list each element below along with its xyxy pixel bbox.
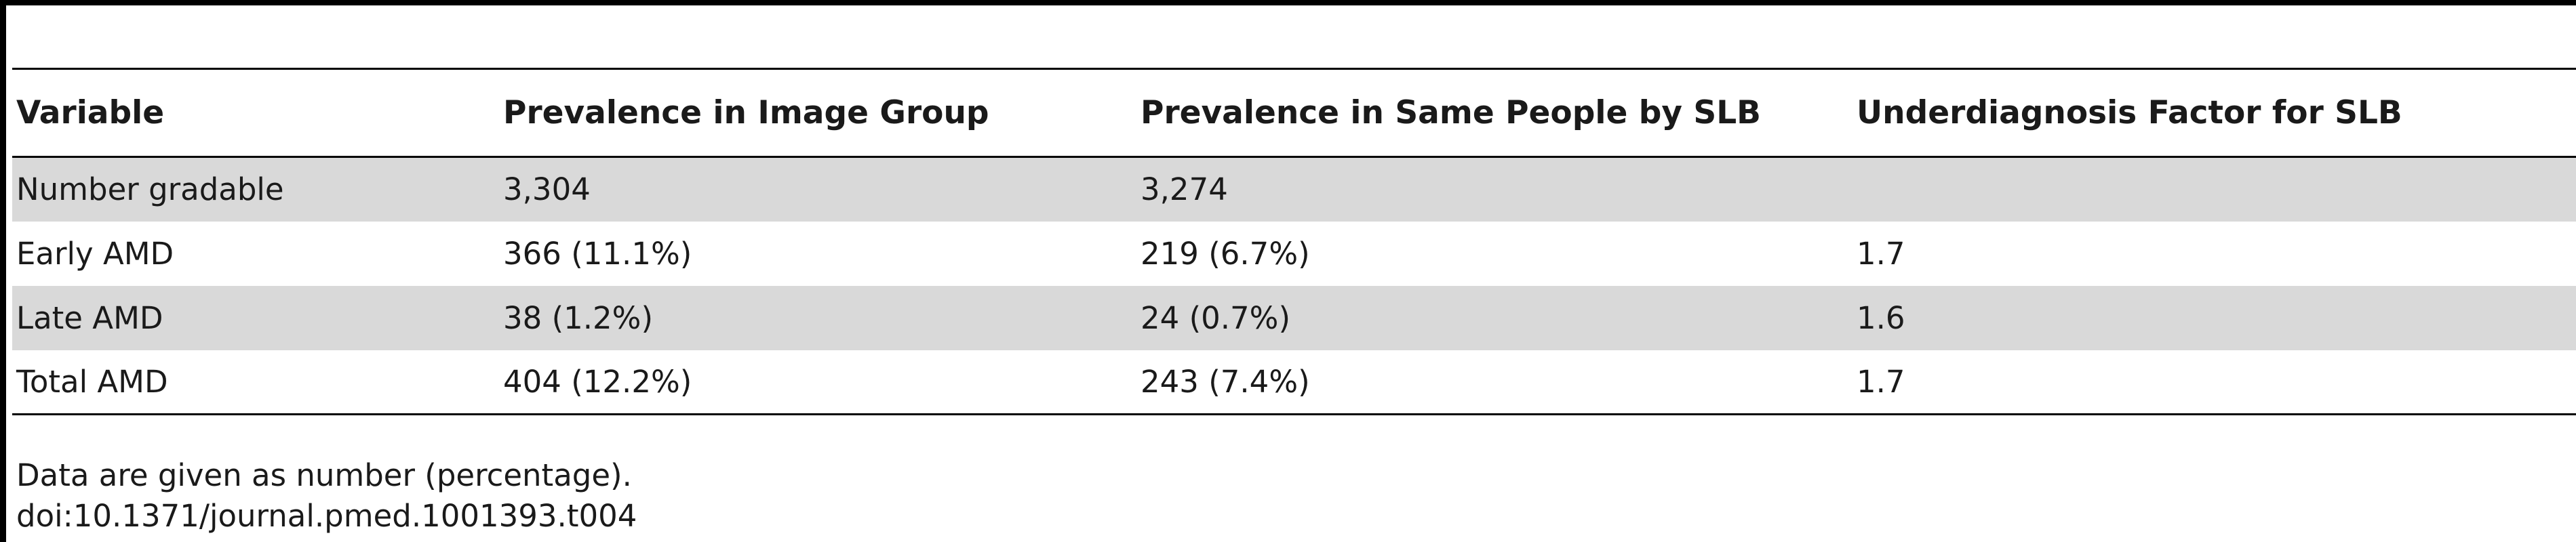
table-row: Late AMD 38 (1.2%) 24 (0.7%) 1.6	[12, 285, 2576, 350]
cell-slb: 243 (7.4%)	[1141, 363, 1310, 400]
cell-variable: Total AMD	[16, 363, 168, 400]
cell-factor	[1852, 157, 2576, 222]
table-container: Variable Prevalence in Image Group Preva…	[12, 68, 2576, 415]
cell-variable: Early AMD	[16, 235, 174, 272]
header-variable: Variable	[16, 94, 165, 131]
table-header: Variable Prevalence in Image Group Preva…	[12, 68, 2576, 157]
table-footnotes: Data are given as number (percentage). d…	[16, 455, 637, 537]
footnote-doi: doi:10.1371/journal.pmed.1001393.t004	[16, 498, 637, 534]
table-row: Total AMD 404 (12.2%) 243 (7.4%) 1.7	[12, 350, 2576, 415]
cell-variable: Number gradable	[16, 171, 284, 208]
cell-factor: 1.7	[1857, 235, 1905, 272]
cell-image-group: 3,304	[503, 171, 591, 208]
header-prevalence-image-group: Prevalence in Image Group	[503, 94, 989, 131]
header-row: Variable Prevalence in Image Group Preva…	[12, 68, 2576, 157]
cell-image-group: 366 (11.1%)	[503, 235, 692, 272]
header-underdiagnosis-factor: Underdiagnosis Factor for SLB	[1857, 94, 2402, 131]
header-prevalence-slb: Prevalence in Same People by SLB	[1141, 94, 1761, 131]
top-rule	[0, 0, 2576, 5]
cell-factor: 1.6	[1857, 299, 1905, 336]
left-rule	[0, 0, 6, 542]
cell-slb: 3,274	[1141, 171, 1228, 208]
cell-variable: Late AMD	[16, 299, 163, 336]
cell-image-group: 404 (12.2%)	[503, 363, 692, 400]
cell-slb: 24 (0.7%)	[1141, 299, 1291, 336]
table-row: Early AMD 366 (11.1%) 219 (6.7%) 1.7	[12, 222, 2576, 286]
footnote-data-note: Data are given as number (percentage).	[16, 457, 632, 493]
cell-image-group: 38 (1.2%)	[503, 299, 654, 336]
table-row: Number gradable 3,304 3,274	[12, 157, 2576, 222]
table-body: Number gradable 3,304 3,274 Early AMD 36…	[12, 157, 2576, 415]
cell-slb: 219 (6.7%)	[1141, 235, 1310, 272]
data-table: Variable Prevalence in Image Group Preva…	[12, 68, 2576, 415]
cell-factor: 1.7	[1857, 363, 1905, 400]
